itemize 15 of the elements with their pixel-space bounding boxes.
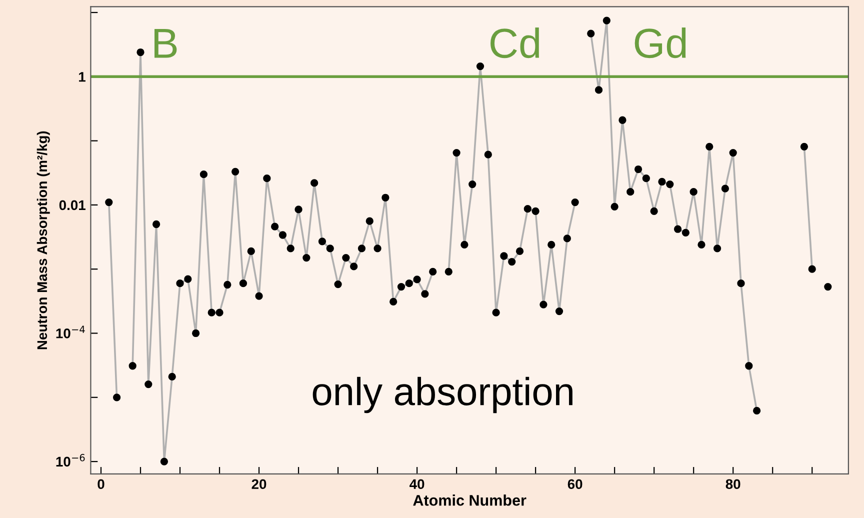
y-axis-title: Neutron Mass Absorption (m²/kg) [36, 131, 50, 350]
x-axis-title: Atomic Number [413, 494, 526, 506]
y-tick-label: 1 [79, 72, 86, 82]
x-tick-label: 0 [98, 479, 104, 490]
annotation: only absorption [312, 376, 572, 414]
x-tick-label: 40 [410, 479, 424, 490]
y-tick-label: 0.01 [59, 200, 86, 210]
annotation: B [154, 29, 177, 58]
x-tick-label: 60 [568, 479, 582, 490]
y-tick-label: 10$^{−4}$ [56, 326, 85, 338]
annotation: Gd [634, 27, 686, 58]
y-tick-label: 10$^{−6}$ [56, 454, 85, 467]
x-tick-label: 20 [252, 479, 266, 490]
x-tick-label: 80 [726, 479, 740, 490]
annotation: Cd [490, 27, 539, 58]
